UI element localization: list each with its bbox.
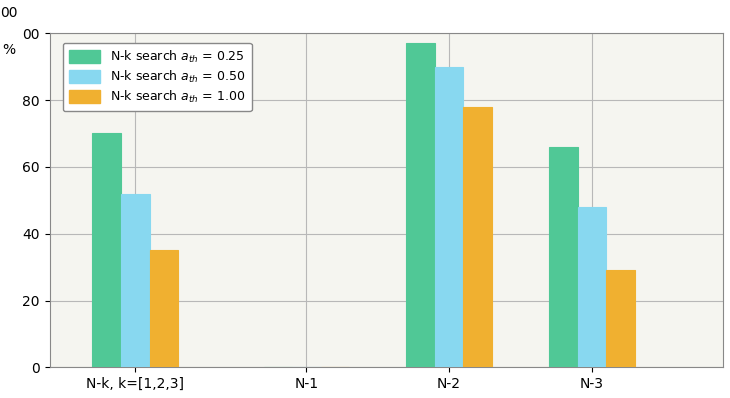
Bar [549,147,577,367]
Bar [464,107,492,367]
Bar [93,133,121,367]
Text: 00: 00 [1,6,18,20]
Bar [121,193,150,367]
Bar [150,250,178,367]
Bar [407,43,435,367]
Text: %: % [3,43,16,57]
Bar [435,66,464,367]
Bar [606,270,634,367]
Legend: N-k search $a_{th}$ = 0.25, N-k search $a_{th}$ = 0.50, N-k search $a_{th}$ = 1.: N-k search $a_{th}$ = 0.25, N-k search $… [63,43,252,111]
Bar [577,207,606,367]
